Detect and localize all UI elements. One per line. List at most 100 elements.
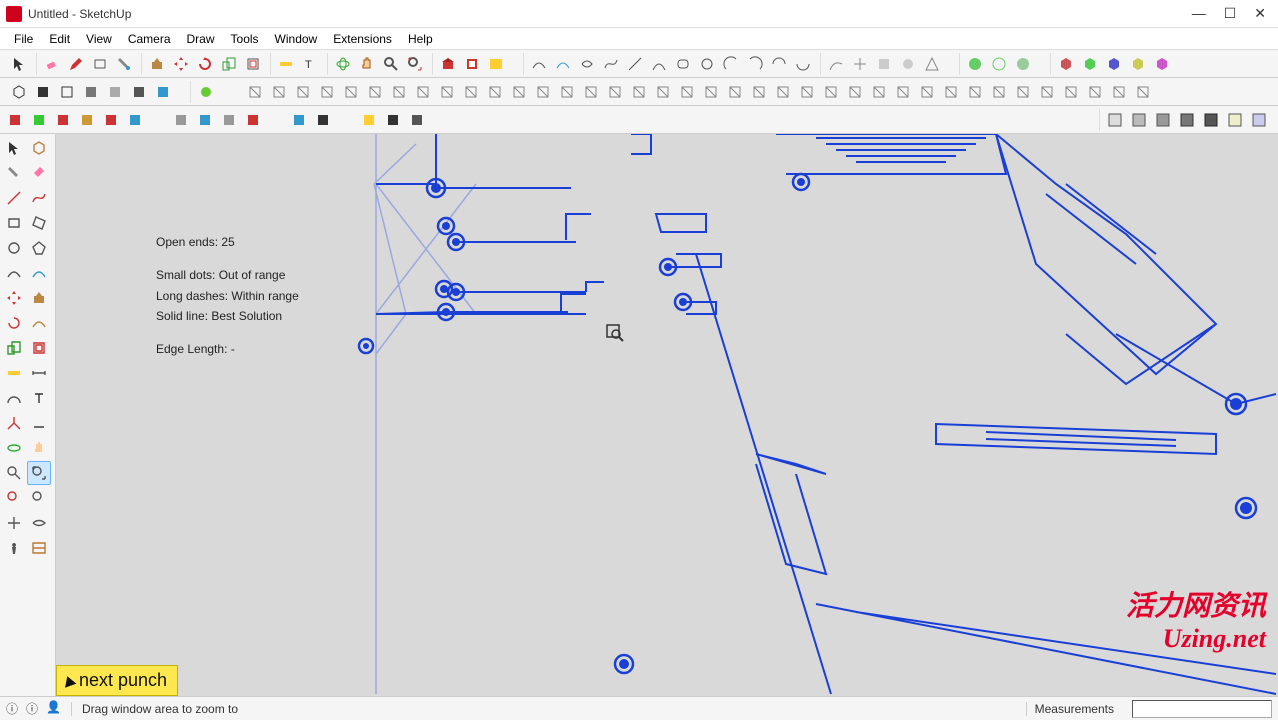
component-tool-icon[interactable] [27,136,51,160]
offset-icon[interactable] [242,53,264,75]
row3-tool-14-icon[interactable] [406,109,428,131]
style3-icon[interactable] [1152,109,1174,131]
edit-tool-14-icon[interactable] [580,81,602,103]
edit-tool-19-icon[interactable] [700,81,722,103]
paint-icon[interactable] [113,53,135,75]
edit-tool-11-icon[interactable] [508,81,530,103]
view-persp-icon[interactable] [152,81,174,103]
status-help-icon[interactable]: ⓘ [26,700,38,717]
extension-icon[interactable] [461,53,483,75]
edit-tool-25-icon[interactable] [844,81,866,103]
style1-icon[interactable] [1104,109,1126,131]
arc3-icon[interactable] [576,53,598,75]
viewport-canvas[interactable]: Open ends: 25 Small dots: Out of range L… [56,134,1278,696]
globe2-icon[interactable] [988,53,1010,75]
pencil-icon[interactable] [65,53,87,75]
row3-tool-8-icon[interactable] [218,109,240,131]
axes-tool-icon[interactable] [2,411,26,435]
roundrect-icon[interactable] [672,53,694,75]
arc-tool-icon[interactable] [2,261,26,285]
line2-icon[interactable] [624,53,646,75]
row3-tool-0-icon[interactable] [4,109,26,131]
followme-tool-icon[interactable] [27,311,51,335]
edit-tool-22-icon[interactable] [772,81,794,103]
circle-tool-icon[interactable] [2,236,26,260]
shape-icon[interactable] [89,53,111,75]
row3-tool-7-icon[interactable] [194,109,216,131]
cube1-icon[interactable] [1055,53,1077,75]
menu-draw[interactable]: Draw [179,30,223,48]
edit-tool-24-icon[interactable] [820,81,842,103]
edit-tool-34-icon[interactable] [1060,81,1082,103]
edit-tool-8-icon[interactable] [436,81,458,103]
edit-tool-10-icon[interactable] [484,81,506,103]
arc2-tool-icon[interactable] [27,261,51,285]
cube3-icon[interactable] [1103,53,1125,75]
ext2-icon[interactable] [849,53,871,75]
cube4-icon[interactable] [1127,53,1149,75]
edit-tool-32-icon[interactable] [1012,81,1034,103]
arc4-icon[interactable] [720,53,742,75]
layout-icon[interactable] [485,53,507,75]
style2-icon[interactable] [1128,109,1150,131]
layer-icon[interactable] [195,81,217,103]
row3-tool-10-icon[interactable] [288,109,310,131]
tape-icon[interactable] [275,53,297,75]
menu-window[interactable]: Window [267,30,326,48]
protractor-tool-icon[interactable] [2,386,26,410]
row3-tool-9-icon[interactable] [242,109,264,131]
offset-tool-icon[interactable] [27,336,51,360]
select-tool-icon[interactable] [8,53,30,75]
edit-tool-3-icon[interactable] [316,81,338,103]
arc5-icon[interactable] [744,53,766,75]
menu-help[interactable]: Help [400,30,441,48]
arc-icon[interactable] [528,53,550,75]
maximize-button[interactable]: ☐ [1224,5,1237,22]
menu-file[interactable]: File [6,30,41,48]
move-tool-icon[interactable] [2,286,26,310]
eraser-icon[interactable] [41,53,63,75]
zoom-tool-icon[interactable] [2,461,26,485]
zoom-icon[interactable] [380,53,402,75]
ext4-icon[interactable] [897,53,919,75]
edit-tool-20-icon[interactable] [724,81,746,103]
zoom-extents-icon[interactable] [404,53,426,75]
globe-icon[interactable] [964,53,986,75]
warehouse-icon[interactable] [437,53,459,75]
edit-tool-0-icon[interactable] [244,81,266,103]
rotate-icon[interactable] [194,53,216,75]
edit-tool-4-icon[interactable] [340,81,362,103]
row3-tool-13-icon[interactable] [382,109,404,131]
edit-tool-12-icon[interactable] [532,81,554,103]
edit-tool-18-icon[interactable] [676,81,698,103]
rotate-tool-icon[interactable] [2,311,26,335]
status-user-icon[interactable]: 👤 [46,700,61,717]
pan-icon[interactable] [356,53,378,75]
row3-tool-5-icon[interactable] [124,109,146,131]
close-button[interactable]: ✕ [1254,5,1266,22]
walk-tool-icon[interactable] [2,536,26,560]
row3-tool-6-icon[interactable] [170,109,192,131]
menu-view[interactable]: View [78,30,120,48]
edit-tool-29-icon[interactable] [940,81,962,103]
style5-icon[interactable] [1200,109,1222,131]
text-tool-icon[interactable] [27,386,51,410]
row3-tool-4-icon[interactable] [100,109,122,131]
polygon-tool-icon[interactable] [27,236,51,260]
line-tool-icon[interactable] [2,186,26,210]
edit-tool-31-icon[interactable] [988,81,1010,103]
pan-tool-icon[interactable] [27,436,51,460]
style4-icon[interactable] [1176,109,1198,131]
view-top-icon[interactable] [32,81,54,103]
view-iso-icon[interactable] [8,81,30,103]
cube2-icon[interactable] [1079,53,1101,75]
style7-icon[interactable] [1248,109,1270,131]
text-icon[interactable]: T [299,53,321,75]
menu-tools[interactable]: Tools [223,30,267,48]
edit-tool-28-icon[interactable] [916,81,938,103]
row3-tool-12-icon[interactable] [358,109,380,131]
arc6-icon[interactable] [768,53,790,75]
paint-tool-icon[interactable] [2,161,26,185]
dim-tool-icon[interactable] [27,361,51,385]
select-tool-icon[interactable] [2,136,26,160]
